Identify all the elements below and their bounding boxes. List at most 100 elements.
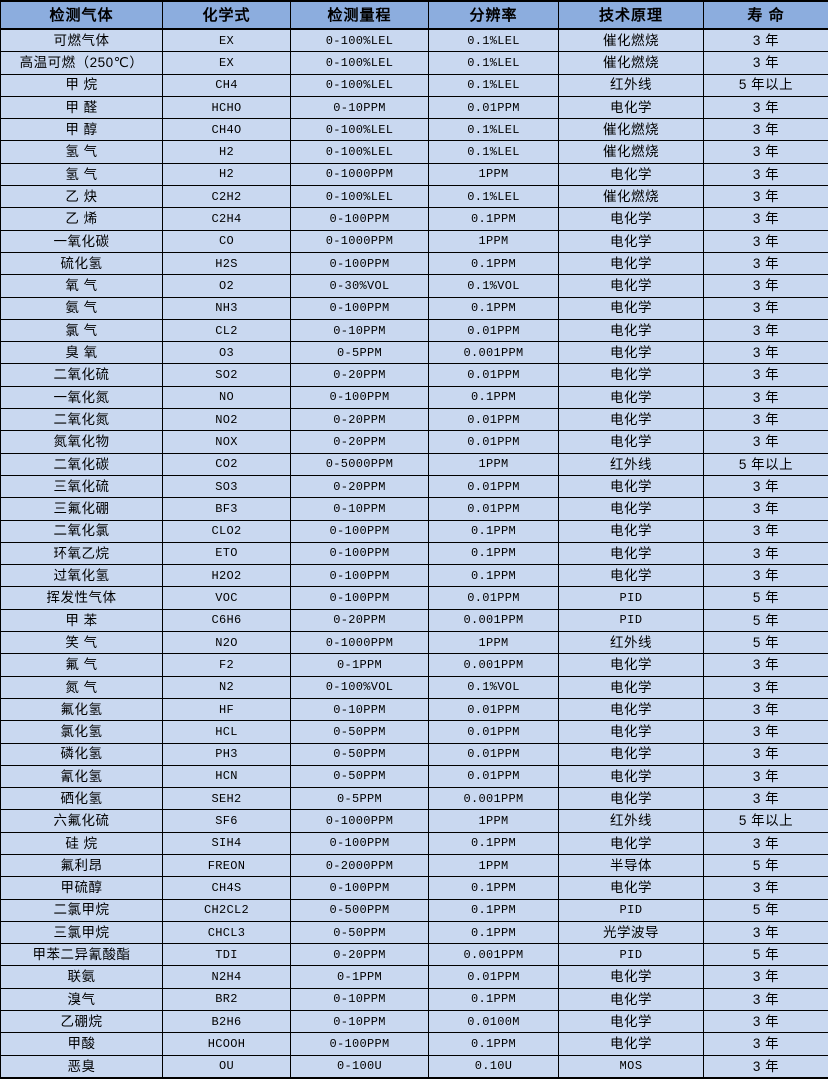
cell-gas: 乙 烯 <box>1 208 163 230</box>
cell-principle: 电化学 <box>559 832 704 854</box>
cell-formula: C2H4 <box>163 208 291 230</box>
cell-lifetime: 3 年 <box>704 275 828 297</box>
cell-principle: 电化学 <box>559 542 704 564</box>
cell-resolution: 0.1PPM <box>429 386 559 408</box>
cell-lifetime: 3 年 <box>704 654 828 676</box>
cell-gas: 挥发性气体 <box>1 587 163 609</box>
cell-lifetime: 3 年 <box>704 364 828 386</box>
cell-range: 0-50PPM <box>291 765 429 787</box>
cell-lifetime: 3 年 <box>704 743 828 765</box>
cell-range: 0-1000PPM <box>291 163 429 185</box>
cell-gas: 硒化氢 <box>1 788 163 810</box>
cell-resolution: 0.1PPM <box>429 921 559 943</box>
cell-formula: HCOOH <box>163 1033 291 1055</box>
cell-principle: 红外线 <box>559 453 704 475</box>
cell-resolution: 0.1PPM <box>429 542 559 564</box>
cell-principle: 红外线 <box>559 632 704 654</box>
cell-formula: CL2 <box>163 319 291 341</box>
cell-range: 0-100PPM <box>291 587 429 609</box>
cell-resolution: 0.10U <box>429 1055 559 1078</box>
cell-principle: 半导体 <box>559 854 704 876</box>
cell-lifetime: 3 年 <box>704 230 828 252</box>
cell-range: 0-100PPM <box>291 1033 429 1055</box>
cell-range: 0-20PPM <box>291 944 429 966</box>
cell-lifetime: 3 年 <box>704 141 828 163</box>
cell-formula: N2H4 <box>163 966 291 988</box>
cell-gas: 二氧化硫 <box>1 364 163 386</box>
cell-principle: 催化燃烧 <box>559 52 704 74</box>
cell-resolution: 0.001PPM <box>429 609 559 631</box>
cell-gas: 可燃气体 <box>1 29 163 52</box>
cell-gas: 笑 气 <box>1 632 163 654</box>
cell-gas: 甲硫醇 <box>1 877 163 899</box>
cell-principle: 电化学 <box>559 96 704 118</box>
cell-gas: 甲 醇 <box>1 119 163 141</box>
cell-gas: 一氧化碳 <box>1 230 163 252</box>
cell-formula: CO <box>163 230 291 252</box>
cell-lifetime: 3 年 <box>704 921 828 943</box>
cell-principle: PID <box>559 944 704 966</box>
cell-lifetime: 5 年以上 <box>704 74 828 96</box>
cell-gas: 溴气 <box>1 988 163 1010</box>
cell-principle: 催化燃烧 <box>559 119 704 141</box>
cell-principle: 电化学 <box>559 743 704 765</box>
cell-resolution: 0.01PPM <box>429 721 559 743</box>
cell-principle: 电化学 <box>559 364 704 386</box>
cell-lifetime: 3 年 <box>704 119 828 141</box>
cell-formula: N2 <box>163 676 291 698</box>
cell-range: 0-10PPM <box>291 96 429 118</box>
cell-resolution: 0.1PPM <box>429 208 559 230</box>
cell-principle: 红外线 <box>559 74 704 96</box>
cell-gas: 环氧乙烷 <box>1 542 163 564</box>
cell-formula: F2 <box>163 654 291 676</box>
cell-gas: 三氧化硫 <box>1 475 163 497</box>
cell-gas: 臭 氧 <box>1 342 163 364</box>
cell-lifetime: 3 年 <box>704 186 828 208</box>
cell-principle: 电化学 <box>559 1033 704 1055</box>
cell-resolution: 0.01PPM <box>429 966 559 988</box>
cell-formula: BR2 <box>163 988 291 1010</box>
cell-lifetime: 3 年 <box>704 966 828 988</box>
cell-principle: PID <box>559 899 704 921</box>
cell-resolution: 0.1PPM <box>429 520 559 542</box>
cell-gas: 甲 醛 <box>1 96 163 118</box>
cell-formula: HF <box>163 698 291 720</box>
cell-principle: 电化学 <box>559 877 704 899</box>
cell-range: 0-5PPM <box>291 342 429 364</box>
cell-principle: 电化学 <box>559 721 704 743</box>
cell-resolution: 0.001PPM <box>429 342 559 364</box>
cell-formula: CH2CL2 <box>163 899 291 921</box>
cell-gas: 二氯甲烷 <box>1 899 163 921</box>
cell-gas: 氯 气 <box>1 319 163 341</box>
cell-gas: 恶臭 <box>1 1055 163 1078</box>
cell-range: 0-5PPM <box>291 788 429 810</box>
cell-resolution: 0.01PPM <box>429 364 559 386</box>
cell-resolution: 0.1PPM <box>429 297 559 319</box>
cell-lifetime: 3 年 <box>704 498 828 520</box>
cell-range: 0-50PPM <box>291 721 429 743</box>
cell-lifetime: 5 年 <box>704 899 828 921</box>
cell-range: 0-100PPM <box>291 832 429 854</box>
cell-formula: EX <box>163 29 291 52</box>
cell-resolution: 0.1PPM <box>429 1033 559 1055</box>
cell-formula: CHCL3 <box>163 921 291 943</box>
